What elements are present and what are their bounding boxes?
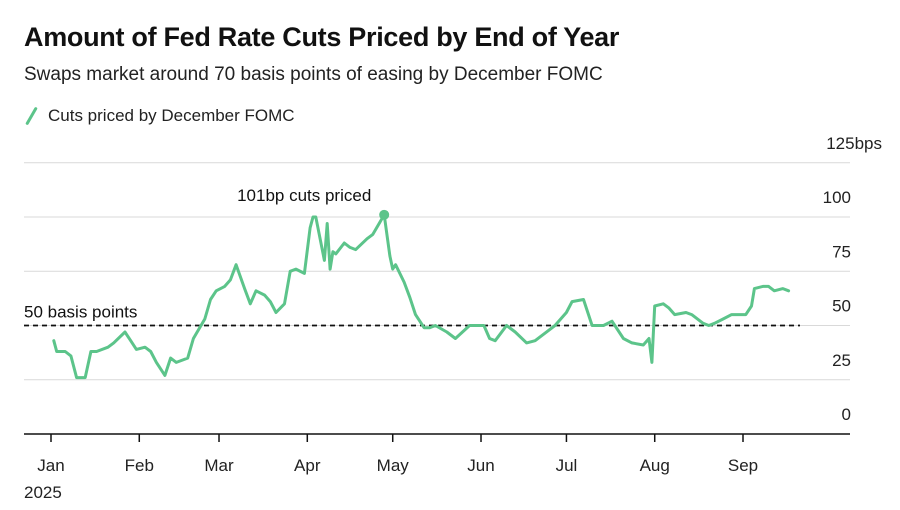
x-tick-label: Jan	[37, 456, 64, 475]
chart-legend: Cuts priced by December FOMC	[24, 106, 295, 126]
annotation-marker	[379, 209, 390, 220]
x-tick-label: Feb	[125, 456, 154, 475]
chart-subtitle: Swaps market around 70 basis points of e…	[24, 64, 603, 85]
x-year-label: 2025	[24, 483, 62, 502]
y-tick-label: 75	[832, 242, 851, 261]
x-tick-label: Jun	[467, 456, 494, 475]
reference-line-label: 50 basis points	[24, 303, 137, 322]
x-tick-label: Jul	[556, 456, 578, 475]
y-tick-label: 25	[832, 351, 851, 370]
x-tick-label: Mar	[204, 456, 234, 475]
chart-title: Amount of Fed Rate Cuts Priced by End of…	[24, 22, 620, 52]
y-tick-label: 0	[842, 405, 851, 424]
x-tick-label: Sep	[728, 456, 758, 475]
y-tick-label: 125bps	[826, 134, 882, 153]
y-tick-label: 100	[823, 188, 851, 207]
legend-label: Cuts priced by December FOMC	[48, 106, 295, 125]
x-tick-label: May	[377, 456, 410, 475]
x-tick-label: Aug	[640, 456, 670, 475]
x-tick-label: Apr	[294, 456, 321, 475]
y-tick-label: 50	[832, 297, 851, 316]
series-line-cuts-priced	[52, 213, 791, 380]
annotation-label: 101bp cuts priced	[237, 186, 371, 205]
